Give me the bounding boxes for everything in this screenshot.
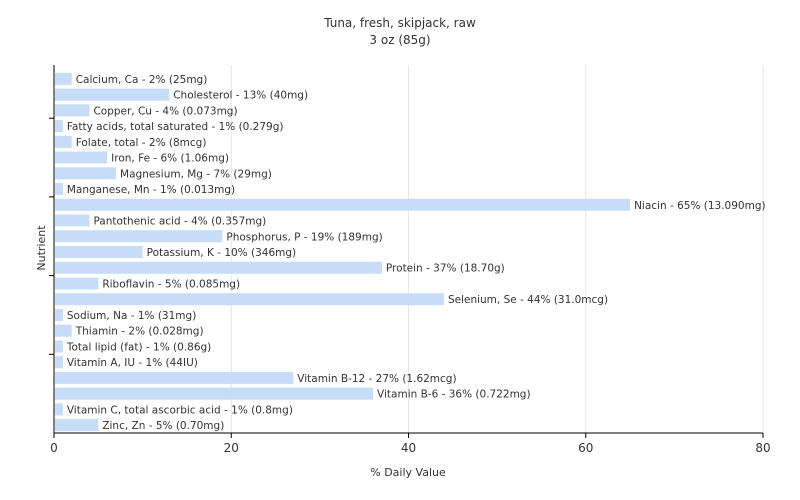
bar	[55, 230, 223, 243]
y-axis-label: Nutrient	[35, 225, 48, 271]
grid-lines	[230, 65, 764, 433]
x-tick-label: 0	[50, 441, 58, 455]
bar	[55, 246, 143, 258]
bar-label: Calcium, Ca - 2% (25mg)	[76, 74, 208, 86]
x-tick-label: 60	[578, 441, 593, 455]
bar	[55, 356, 63, 369]
bar-label: Fatty acids, total saturated - 1% (0.279…	[67, 121, 284, 133]
bar-label: Potassium, K - 10% (346mg)	[147, 247, 297, 259]
bar-label: Pantothenic acid - 4% (0.357mg)	[93, 216, 266, 228]
bar	[55, 151, 108, 164]
bar	[55, 403, 63, 416]
bar-label: Iron, Fe - 6% (1.06mg)	[111, 153, 229, 165]
x-axis-label: % Daily Value	[370, 466, 446, 479]
bar	[55, 371, 294, 384]
bar-label: Selenium, Se - 44% (31.0mcg)	[448, 294, 608, 306]
bar	[55, 183, 63, 196]
chart-subtitle: 3 oz (85g)	[369, 33, 430, 47]
bar	[55, 198, 631, 211]
bar-label: Cholesterol - 13% (40mg)	[173, 90, 308, 102]
bar-label: Riboflavin - 5% (0.085mg)	[102, 278, 240, 290]
bar	[55, 277, 99, 290]
bar	[55, 214, 90, 227]
bar	[55, 167, 117, 180]
bar	[55, 387, 374, 400]
bar	[55, 419, 99, 432]
bar-label: Vitamin B-12 - 27% (1.62mcg)	[297, 373, 456, 385]
bar-label: Sodium, Na - 1% (31mg)	[67, 310, 196, 322]
bar-label: Protein - 37% (18.70g)	[386, 263, 505, 275]
bar-label: Vitamin C, total ascorbic acid - 1% (0.8…	[67, 404, 293, 416]
bar-label: Total lipid (fat) - 1% (0.86g)	[66, 341, 211, 353]
bar	[55, 72, 72, 85]
chart-title: Tuna, fresh, skipjack, raw	[323, 16, 476, 30]
bar-label: Vitamin A, IU - 1% (44IU)	[67, 357, 198, 369]
bars: Calcium, Ca - 2% (25mg) Cholesterol - 13%…	[55, 72, 766, 432]
x-tick-label: 80	[755, 441, 770, 455]
bar-label: Copper, Cu - 4% (0.073mg)	[93, 105, 237, 117]
bar	[55, 308, 63, 321]
bar-label: Folate, total - 2% (8mcg)	[76, 137, 207, 149]
x-tick-label: 40	[401, 441, 416, 455]
bar-label: Phosphorus, P - 19% (189mg)	[226, 231, 382, 243]
axes: 0 20 40 60 80	[49, 65, 771, 455]
bar	[55, 340, 63, 353]
bar-label: Magnesium, Mg - 7% (29mg)	[120, 168, 272, 180]
bar	[55, 135, 72, 148]
bar	[55, 104, 90, 117]
bar	[55, 120, 63, 133]
bar	[55, 293, 444, 306]
bar	[55, 324, 72, 337]
bar	[55, 261, 382, 274]
bar-label: Thiamin - 2% (0.028mg)	[75, 326, 204, 338]
bar	[55, 88, 170, 101]
bar-label: Zinc, Zn - 5% (0.70mg)	[102, 420, 224, 432]
bar-label: Manganese, Mn - 1% (0.013mg)	[67, 184, 235, 196]
x-tick-label: 20	[224, 441, 239, 455]
bar-label: Niacin - 65% (13.090mg)	[634, 200, 766, 212]
bar-label: Vitamin B-6 - 36% (0.722mg)	[377, 389, 531, 401]
